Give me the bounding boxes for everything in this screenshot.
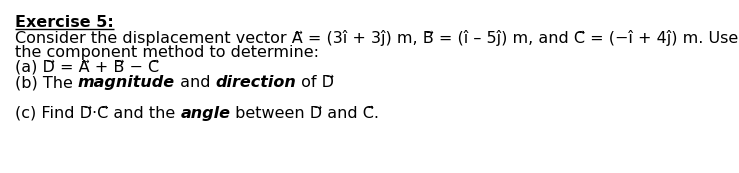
Text: and: and xyxy=(175,75,216,90)
Text: Consider the displacement vector A⃗ = (3î + 3ĵ) m, B⃗ = (î – 5ĵ) m, and C⃗ = (−î: Consider the displacement vector A⃗ = (3… xyxy=(15,30,738,46)
Text: (c) Find D⃗·C⃗ and the: (c) Find D⃗·C⃗ and the xyxy=(15,106,180,121)
Text: angle: angle xyxy=(180,106,231,121)
Text: direction: direction xyxy=(216,75,296,90)
Text: (a) D⃗ = A⃗ + B⃗ − C⃗: (a) D⃗ = A⃗ + B⃗ − C⃗ xyxy=(15,60,159,75)
Text: (b) The: (b) The xyxy=(15,75,78,90)
Text: Exercise 5:: Exercise 5: xyxy=(15,15,114,30)
Text: between D⃗ and C⃗.: between D⃗ and C⃗. xyxy=(231,106,379,121)
Text: the component method to determine:: the component method to determine: xyxy=(15,45,319,60)
Text: magnitude: magnitude xyxy=(78,75,175,90)
Text: of D⃗: of D⃗ xyxy=(296,75,335,90)
